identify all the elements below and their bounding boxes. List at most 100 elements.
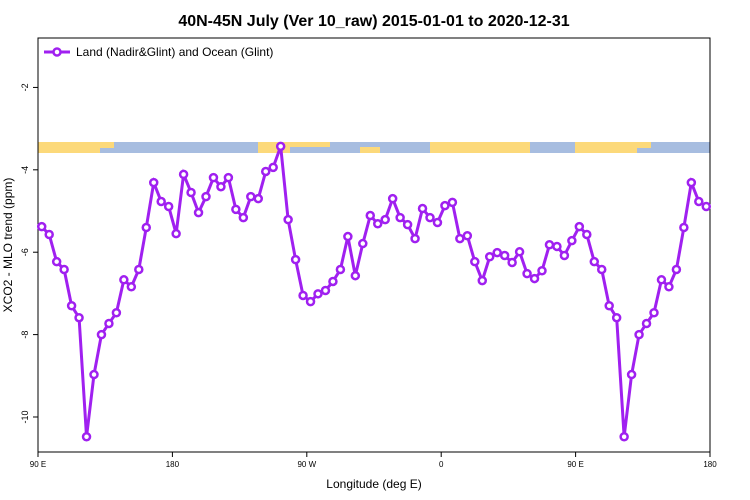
data-point [81, 432, 92, 442]
x-tick-label: 90 W [297, 460, 316, 469]
data-point [589, 256, 600, 267]
data-point [231, 204, 241, 215]
data-point [111, 308, 122, 318]
data-point [216, 181, 226, 192]
data-point [283, 214, 293, 225]
data-point [582, 229, 592, 240]
data-point [223, 172, 234, 183]
data-point [425, 212, 435, 223]
data-point [574, 221, 585, 232]
data-point [126, 282, 137, 292]
land-ocean-strip [38, 142, 710, 153]
data-point [260, 166, 271, 177]
data-point [604, 301, 614, 311]
data-point [141, 222, 152, 233]
data-point [410, 233, 420, 244]
data-point [36, 221, 47, 232]
data-point [641, 318, 652, 329]
chart-title: 40N-45N July (Ver 10_raw) 2015-01-01 to … [178, 13, 569, 30]
data-point [343, 231, 353, 242]
data-point [499, 250, 510, 261]
plot-frame [37, 37, 711, 453]
data-point [671, 264, 682, 275]
data-point [104, 318, 114, 329]
data-point [44, 229, 54, 240]
data-point [634, 329, 644, 340]
data-point [440, 200, 450, 211]
data-point [335, 264, 346, 275]
data-point [679, 222, 689, 233]
data-point [201, 191, 211, 202]
data-point [402, 219, 413, 230]
data-point [372, 219, 383, 229]
data-point [268, 162, 278, 173]
data-point [365, 210, 376, 221]
data-point [163, 201, 174, 212]
data-point [358, 238, 368, 249]
data-point [514, 247, 525, 257]
data-point [59, 264, 69, 275]
data-point [134, 264, 144, 275]
data-point [328, 276, 338, 287]
data-point [74, 312, 84, 323]
data-point [208, 172, 219, 183]
data-point [313, 289, 323, 299]
y-axis-label: XCO2 - MLO trend (ppm) [1, 178, 15, 313]
data-point [89, 369, 99, 380]
data-point [253, 193, 264, 204]
data-point [51, 256, 62, 267]
data-point [455, 233, 465, 244]
y-tick-label: -2 [20, 83, 30, 91]
data-point [611, 312, 622, 323]
data-point [686, 177, 697, 188]
data-point [596, 264, 607, 275]
data-point [148, 177, 159, 188]
data-point [186, 187, 196, 198]
data-point [320, 285, 331, 296]
data-point [380, 214, 390, 225]
data-point [66, 301, 77, 311]
x-tick-label: 90 E [30, 460, 46, 469]
data-point [492, 247, 502, 258]
data-point [417, 203, 428, 214]
data-point [298, 290, 308, 301]
legend-marker [52, 47, 62, 57]
x-axis-label: Longitude (deg E) [326, 477, 421, 491]
y-tick-label: -6 [20, 248, 30, 256]
data-point [664, 282, 674, 292]
data-point [387, 193, 398, 204]
data-point [462, 230, 473, 241]
data-point [156, 196, 166, 207]
y-tick-label: -4 [20, 166, 30, 174]
series-line [40, 145, 708, 437]
data-point [537, 265, 547, 276]
data-point [470, 256, 480, 267]
data-point [529, 273, 540, 284]
data-point [193, 207, 204, 218]
data-point [701, 201, 712, 212]
data-point [96, 329, 107, 340]
x-tick-label: 90 E [567, 460, 583, 469]
data-point [619, 432, 629, 442]
x-tick-label: 180 [703, 460, 717, 469]
data-point [275, 141, 286, 152]
data-point [484, 251, 495, 262]
data-point [656, 275, 667, 285]
y-tick-label: -8 [20, 331, 30, 339]
legend-label: Land (Nadir&Glint) and Ocean (Glint) [76, 45, 273, 59]
data-point [649, 308, 659, 318]
data-point [305, 296, 316, 307]
data-point [507, 257, 517, 268]
data-point [171, 228, 181, 239]
data-point [626, 369, 637, 380]
data-point [694, 196, 704, 207]
x-tick-label: 180 [166, 460, 180, 469]
data-point [559, 250, 570, 261]
data-point [290, 254, 301, 265]
data-point [238, 212, 249, 223]
data-point [522, 268, 532, 279]
data-point [178, 169, 189, 180]
data-point [246, 191, 256, 202]
